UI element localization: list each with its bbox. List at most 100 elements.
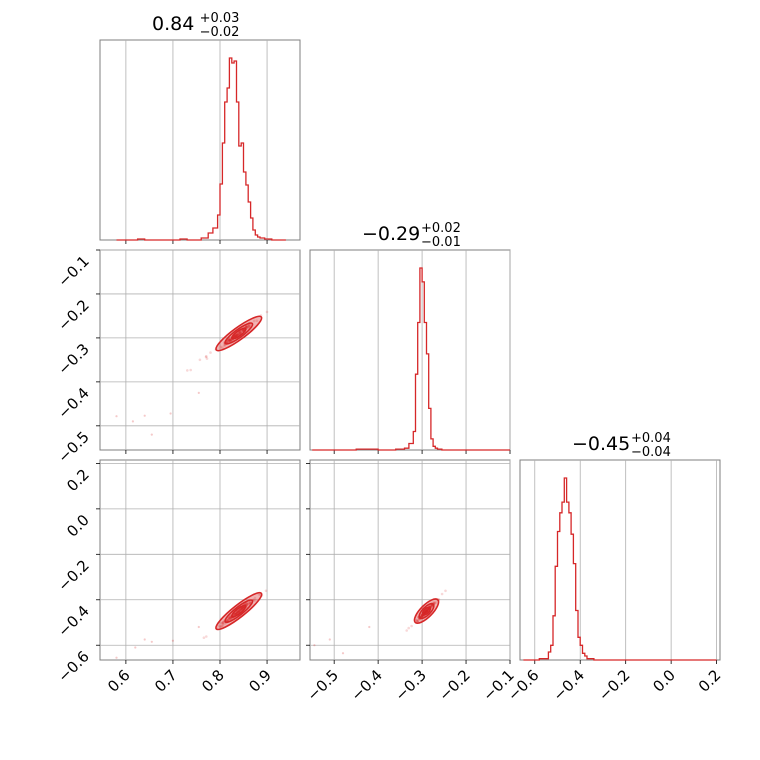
scatter-point <box>405 629 409 632</box>
scatter-point <box>239 608 242 611</box>
scatter-point <box>237 331 240 334</box>
scatter-point <box>425 609 428 612</box>
scatter-point <box>236 610 240 614</box>
scatter-point <box>246 325 249 328</box>
scatter-point <box>430 605 434 608</box>
scatter-point <box>241 606 244 610</box>
scatter-point <box>225 619 229 622</box>
scatter-point <box>227 339 230 343</box>
scatter-point <box>234 612 238 616</box>
scatter-point <box>240 606 244 610</box>
scatter-point <box>219 345 223 349</box>
scatter-point <box>410 624 413 628</box>
scatter-point <box>252 319 256 323</box>
scatter-point <box>220 624 223 628</box>
scatter-point <box>228 615 232 619</box>
scatter-point <box>240 607 244 610</box>
scatter-point <box>235 611 238 614</box>
scatter-point <box>425 609 429 612</box>
scatter-point <box>228 338 232 342</box>
scatter-point <box>240 608 243 611</box>
scatter-point <box>423 611 426 615</box>
scatter-point <box>254 599 257 602</box>
scatter-point <box>248 324 252 327</box>
scatter-point <box>234 334 237 337</box>
y-tick-label: −0.5 <box>54 428 92 466</box>
outlier-point <box>143 414 146 417</box>
scatter-point <box>229 617 232 620</box>
scatter-point <box>247 324 250 328</box>
scatter-point <box>248 323 251 327</box>
scatter-point <box>240 608 244 611</box>
y-tick-label: −0.2 <box>54 296 92 334</box>
scatter-point <box>425 610 428 614</box>
histogram-step-1 <box>312 267 510 451</box>
scatter-point <box>220 621 223 625</box>
scatter-point <box>233 612 237 616</box>
scatter-point <box>430 604 434 608</box>
scatter-point <box>237 331 240 335</box>
scatter-point <box>424 610 428 614</box>
scatter-point <box>420 614 423 618</box>
panel-title-2: −0.45 <box>572 433 630 455</box>
scatter-point <box>255 319 259 323</box>
scatter-point <box>225 341 229 344</box>
scatter-point <box>233 613 236 616</box>
scatter-point <box>246 326 249 329</box>
hist-frame-1 <box>309 249 511 451</box>
scatter-point <box>229 338 232 342</box>
scatter-point <box>228 338 232 342</box>
scatter-point <box>420 615 424 618</box>
scatter-point <box>426 609 430 612</box>
scatter-point <box>228 616 231 619</box>
scatter-point <box>423 611 426 615</box>
scatter-point <box>241 329 245 332</box>
scatter-point <box>265 310 269 314</box>
scatter-point <box>245 325 249 329</box>
scatter-point <box>235 610 239 614</box>
scatter-point <box>426 608 429 611</box>
scatter-point <box>425 610 429 613</box>
contour-level-1 <box>418 602 435 620</box>
scatter-point <box>244 602 248 606</box>
scatter-point <box>248 602 252 605</box>
scatter-point <box>425 610 428 613</box>
scatter-point <box>424 611 427 614</box>
y-tick-label: −0.6 <box>54 647 92 685</box>
scatter-point <box>239 607 242 611</box>
scatter-point <box>427 607 430 611</box>
contour-level-2 <box>215 315 263 352</box>
scatter-point <box>264 589 268 593</box>
scatter-point <box>222 621 225 624</box>
x-tick-label: −0.5 <box>304 666 342 704</box>
scatter-point <box>236 332 240 335</box>
scatter-point <box>424 611 428 614</box>
scatter-point <box>237 609 241 612</box>
scatter-point <box>240 607 244 610</box>
scatter-point <box>238 608 242 611</box>
outlier-point <box>150 433 153 436</box>
scatter-point <box>423 611 427 614</box>
scatter-point <box>423 611 427 615</box>
scatter-point <box>426 608 429 611</box>
scatter-point <box>239 330 242 333</box>
hist-panel-1: −0.29 +0.02−0.01 <box>309 221 511 454</box>
scatter-point <box>237 610 240 614</box>
scatter-point <box>233 335 237 338</box>
scatter-point <box>424 610 427 613</box>
scatter-point <box>425 608 429 612</box>
scatter-point <box>427 607 430 611</box>
title-minus-err: −0.04 <box>631 445 671 460</box>
outlier-point <box>150 640 153 643</box>
scatter-point <box>223 622 226 626</box>
scatter-point <box>425 609 429 613</box>
scatter-point <box>226 618 230 622</box>
scatter-point <box>238 331 242 335</box>
scatter-point <box>238 332 242 335</box>
scatter-point <box>221 624 225 628</box>
scatter-point <box>221 620 225 624</box>
scatter-point <box>426 609 429 613</box>
scatter-point <box>234 334 238 338</box>
scatter-point <box>186 369 189 372</box>
